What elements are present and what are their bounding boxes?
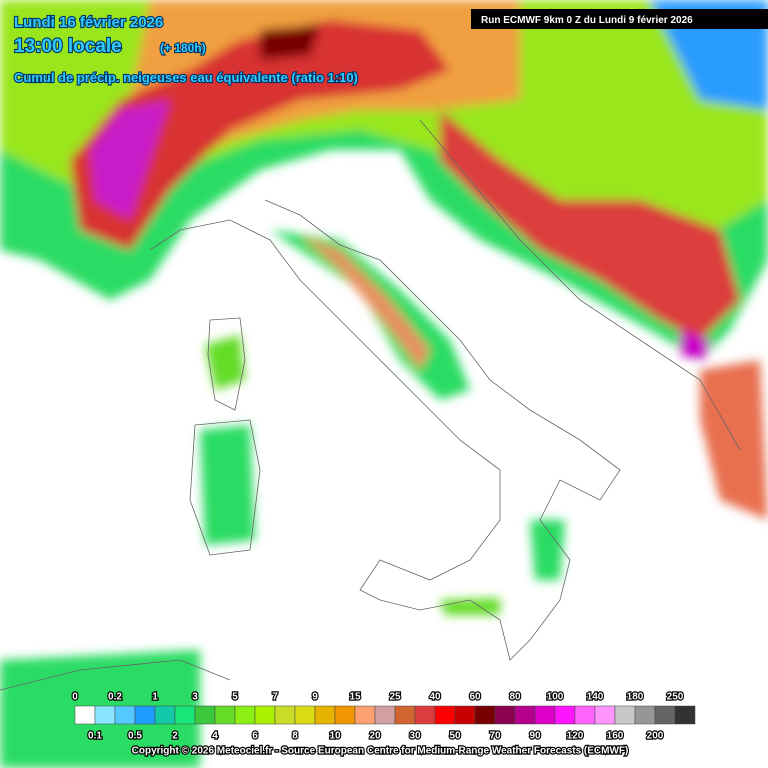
legend-swatch <box>194 705 216 725</box>
legend-swatch <box>314 705 336 725</box>
legend-swatch <box>514 705 536 725</box>
legend-swatch <box>334 705 356 725</box>
legend-label: 0 <box>72 692 78 703</box>
legend-swatch <box>494 705 516 725</box>
legend-swatch <box>634 705 656 725</box>
legend-label: 120 <box>567 731 584 742</box>
legend-label: 6 <box>252 731 258 742</box>
legend-swatch <box>154 705 176 725</box>
legend-swatch <box>414 705 436 725</box>
legend-swatch <box>294 705 316 725</box>
legend-swatch <box>274 705 296 725</box>
forecast-variable: Cumul de précip. neigeuses eau équivalen… <box>14 70 358 85</box>
legend-swatch <box>654 705 676 725</box>
legend-swatch <box>374 705 396 725</box>
legend-label: 30 <box>409 731 421 742</box>
legend-label: 15 <box>349 692 361 703</box>
forecast-lead: (+ 180h) <box>160 41 206 55</box>
legend-label: 7 <box>272 692 278 703</box>
legend-swatch <box>394 705 416 725</box>
legend-label: 8 <box>292 731 298 742</box>
legend-label: 0.1 <box>88 731 102 742</box>
legend-label: 1 <box>152 692 158 703</box>
legend-label: 70 <box>489 731 501 742</box>
corsica <box>207 317 246 411</box>
legend-label: 180 <box>627 692 644 703</box>
legend-label: 50 <box>449 731 461 742</box>
copyright: Copyright © 2026 Meteociel.fr - Source E… <box>132 746 629 757</box>
borders <box>0 119 741 691</box>
legend-label: 250 <box>667 692 684 703</box>
legend-swatch <box>74 705 96 725</box>
legend-label: 0.5 <box>128 731 142 742</box>
forecast-time: 13:00 locale <box>14 36 122 57</box>
legend-swatch <box>674 705 696 725</box>
coastline <box>149 199 621 661</box>
legend-label: 20 <box>369 731 381 742</box>
legend-swatch <box>434 705 456 725</box>
run-label-box <box>471 9 768 29</box>
legend-label: 2 <box>172 731 178 742</box>
legend-label: 5 <box>232 692 238 703</box>
legend-label: 160 <box>607 731 624 742</box>
legend-label: 10 <box>329 731 341 742</box>
legend-swatch <box>214 705 236 725</box>
legend-swatch <box>134 705 156 725</box>
legend-swatch <box>254 705 276 725</box>
legend-label: 4 <box>212 731 218 742</box>
legend-label: 3 <box>192 692 198 703</box>
forecast-date: Lundi 16 février 2026 <box>14 14 163 31</box>
legend-swatch <box>114 705 136 725</box>
legend-label: 0.2 <box>108 692 122 703</box>
legend-label: 140 <box>587 692 604 703</box>
color-legend: 0 0.1 0.2 0.5 1 2 3 4 5 6 7 8 9 10 15 20 25 30 40 50 60 70 80 9… <box>71 690 696 743</box>
legend-swatch <box>614 705 636 725</box>
legend-swatch <box>534 705 556 725</box>
africa-coast <box>0 659 231 691</box>
legend-label: 200 <box>647 731 664 742</box>
legend-swatch <box>174 705 196 725</box>
legend-swatch <box>574 705 596 725</box>
legend-label: 80 <box>509 692 521 703</box>
legend-swatch <box>94 705 116 725</box>
legend-swatch <box>554 705 576 725</box>
legend-swatch <box>474 705 496 725</box>
legend-label: 40 <box>429 692 441 703</box>
legend-swatch <box>354 705 376 725</box>
legend-swatch <box>234 705 256 725</box>
legend-label: 25 <box>389 692 401 703</box>
legend-label: 100 <box>547 692 564 703</box>
adriatic-coast <box>419 119 741 451</box>
legend-label: 60 <box>469 692 481 703</box>
legend-swatch <box>594 705 616 725</box>
legend-swatch <box>454 705 476 725</box>
sardinia <box>189 419 261 556</box>
legend-label: 9 <box>312 692 318 703</box>
legend-label: 90 <box>529 731 541 742</box>
run-label: Run ECMWF 9km 0 Z du Lundi 9 février 202… <box>481 15 693 26</box>
